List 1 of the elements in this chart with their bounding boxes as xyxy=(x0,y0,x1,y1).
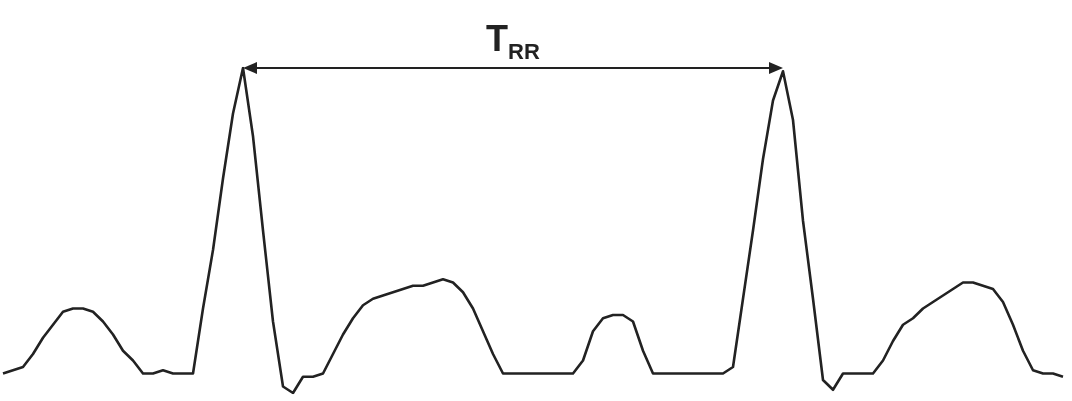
text: T$_{RR}$ xyxy=(486,18,540,66)
